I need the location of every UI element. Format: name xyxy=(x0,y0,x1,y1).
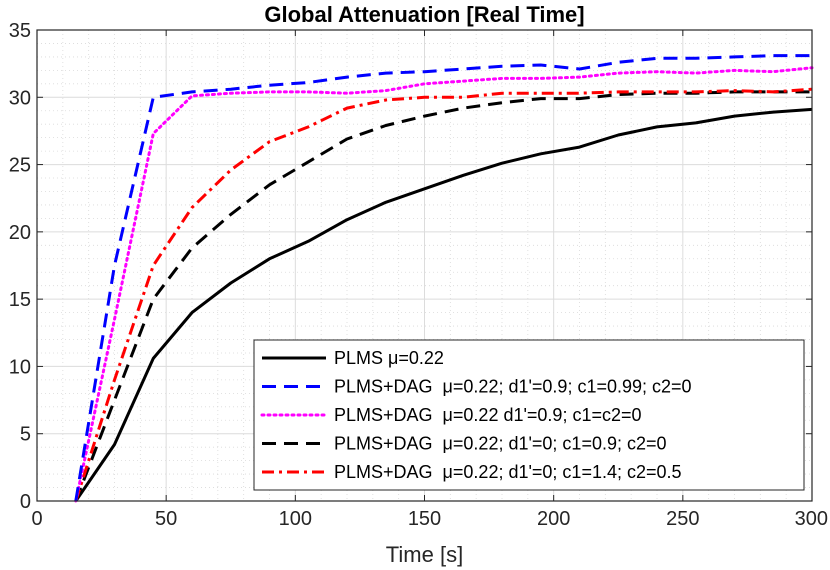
y-tick-label: 20 xyxy=(9,222,31,244)
series-line-5 xyxy=(74,87,813,502)
legend-label: PLMS+DAG μ=0.22 d1'=0.9; c1=c2=0 xyxy=(334,405,642,425)
x-tick-label: 250 xyxy=(666,508,699,530)
x-tick-label: 200 xyxy=(537,508,570,530)
series-line-2 xyxy=(74,54,812,502)
y-tick-label: 25 xyxy=(9,155,31,177)
legend-label: PLMS+DAG μ=0.22; d1'=0.9; c1=0.99; c2=0 xyxy=(334,377,692,397)
y-tick-label: 5 xyxy=(20,424,31,446)
y-tick-label: 10 xyxy=(9,356,31,378)
x-tick-label: 150 xyxy=(408,508,441,530)
legend-label: PLMS+DAG μ=0.22; d1'=0; c1=1.4; c2=0.5 xyxy=(334,462,682,482)
chart-title: Global Attenuation [Real Time] xyxy=(264,2,584,27)
x-tick-label: 50 xyxy=(155,508,177,530)
x-tick-label: 100 xyxy=(279,508,312,530)
series-line-4 xyxy=(74,90,812,502)
x-tick-label: 0 xyxy=(31,508,42,530)
series-group xyxy=(74,54,814,503)
y-tick-label: 30 xyxy=(9,87,31,109)
legend: PLMS μ=0.22 PLMS+DAG μ=0.22; d1'=0.9; c1=… xyxy=(253,339,805,491)
legend-label: PLMS μ=0.22 xyxy=(334,348,444,368)
x-axis-label: Time [s] xyxy=(386,542,463,567)
y-tick-label: 15 xyxy=(9,289,31,311)
x-tick-label: 300 xyxy=(795,508,828,530)
legend-box xyxy=(253,339,805,491)
legend-label: PLMS+DAG μ=0.22; d1'=0; c1=0.9; c2=0 xyxy=(334,434,667,454)
series-line-1 xyxy=(74,107,813,502)
y-tick-label: 0 xyxy=(20,491,31,513)
axis-ticks: 0 50 100 150 200 250 300 0 5 10 15 20 25 30 35 xyxy=(9,20,828,530)
y-tick-label: 35 xyxy=(9,20,31,42)
